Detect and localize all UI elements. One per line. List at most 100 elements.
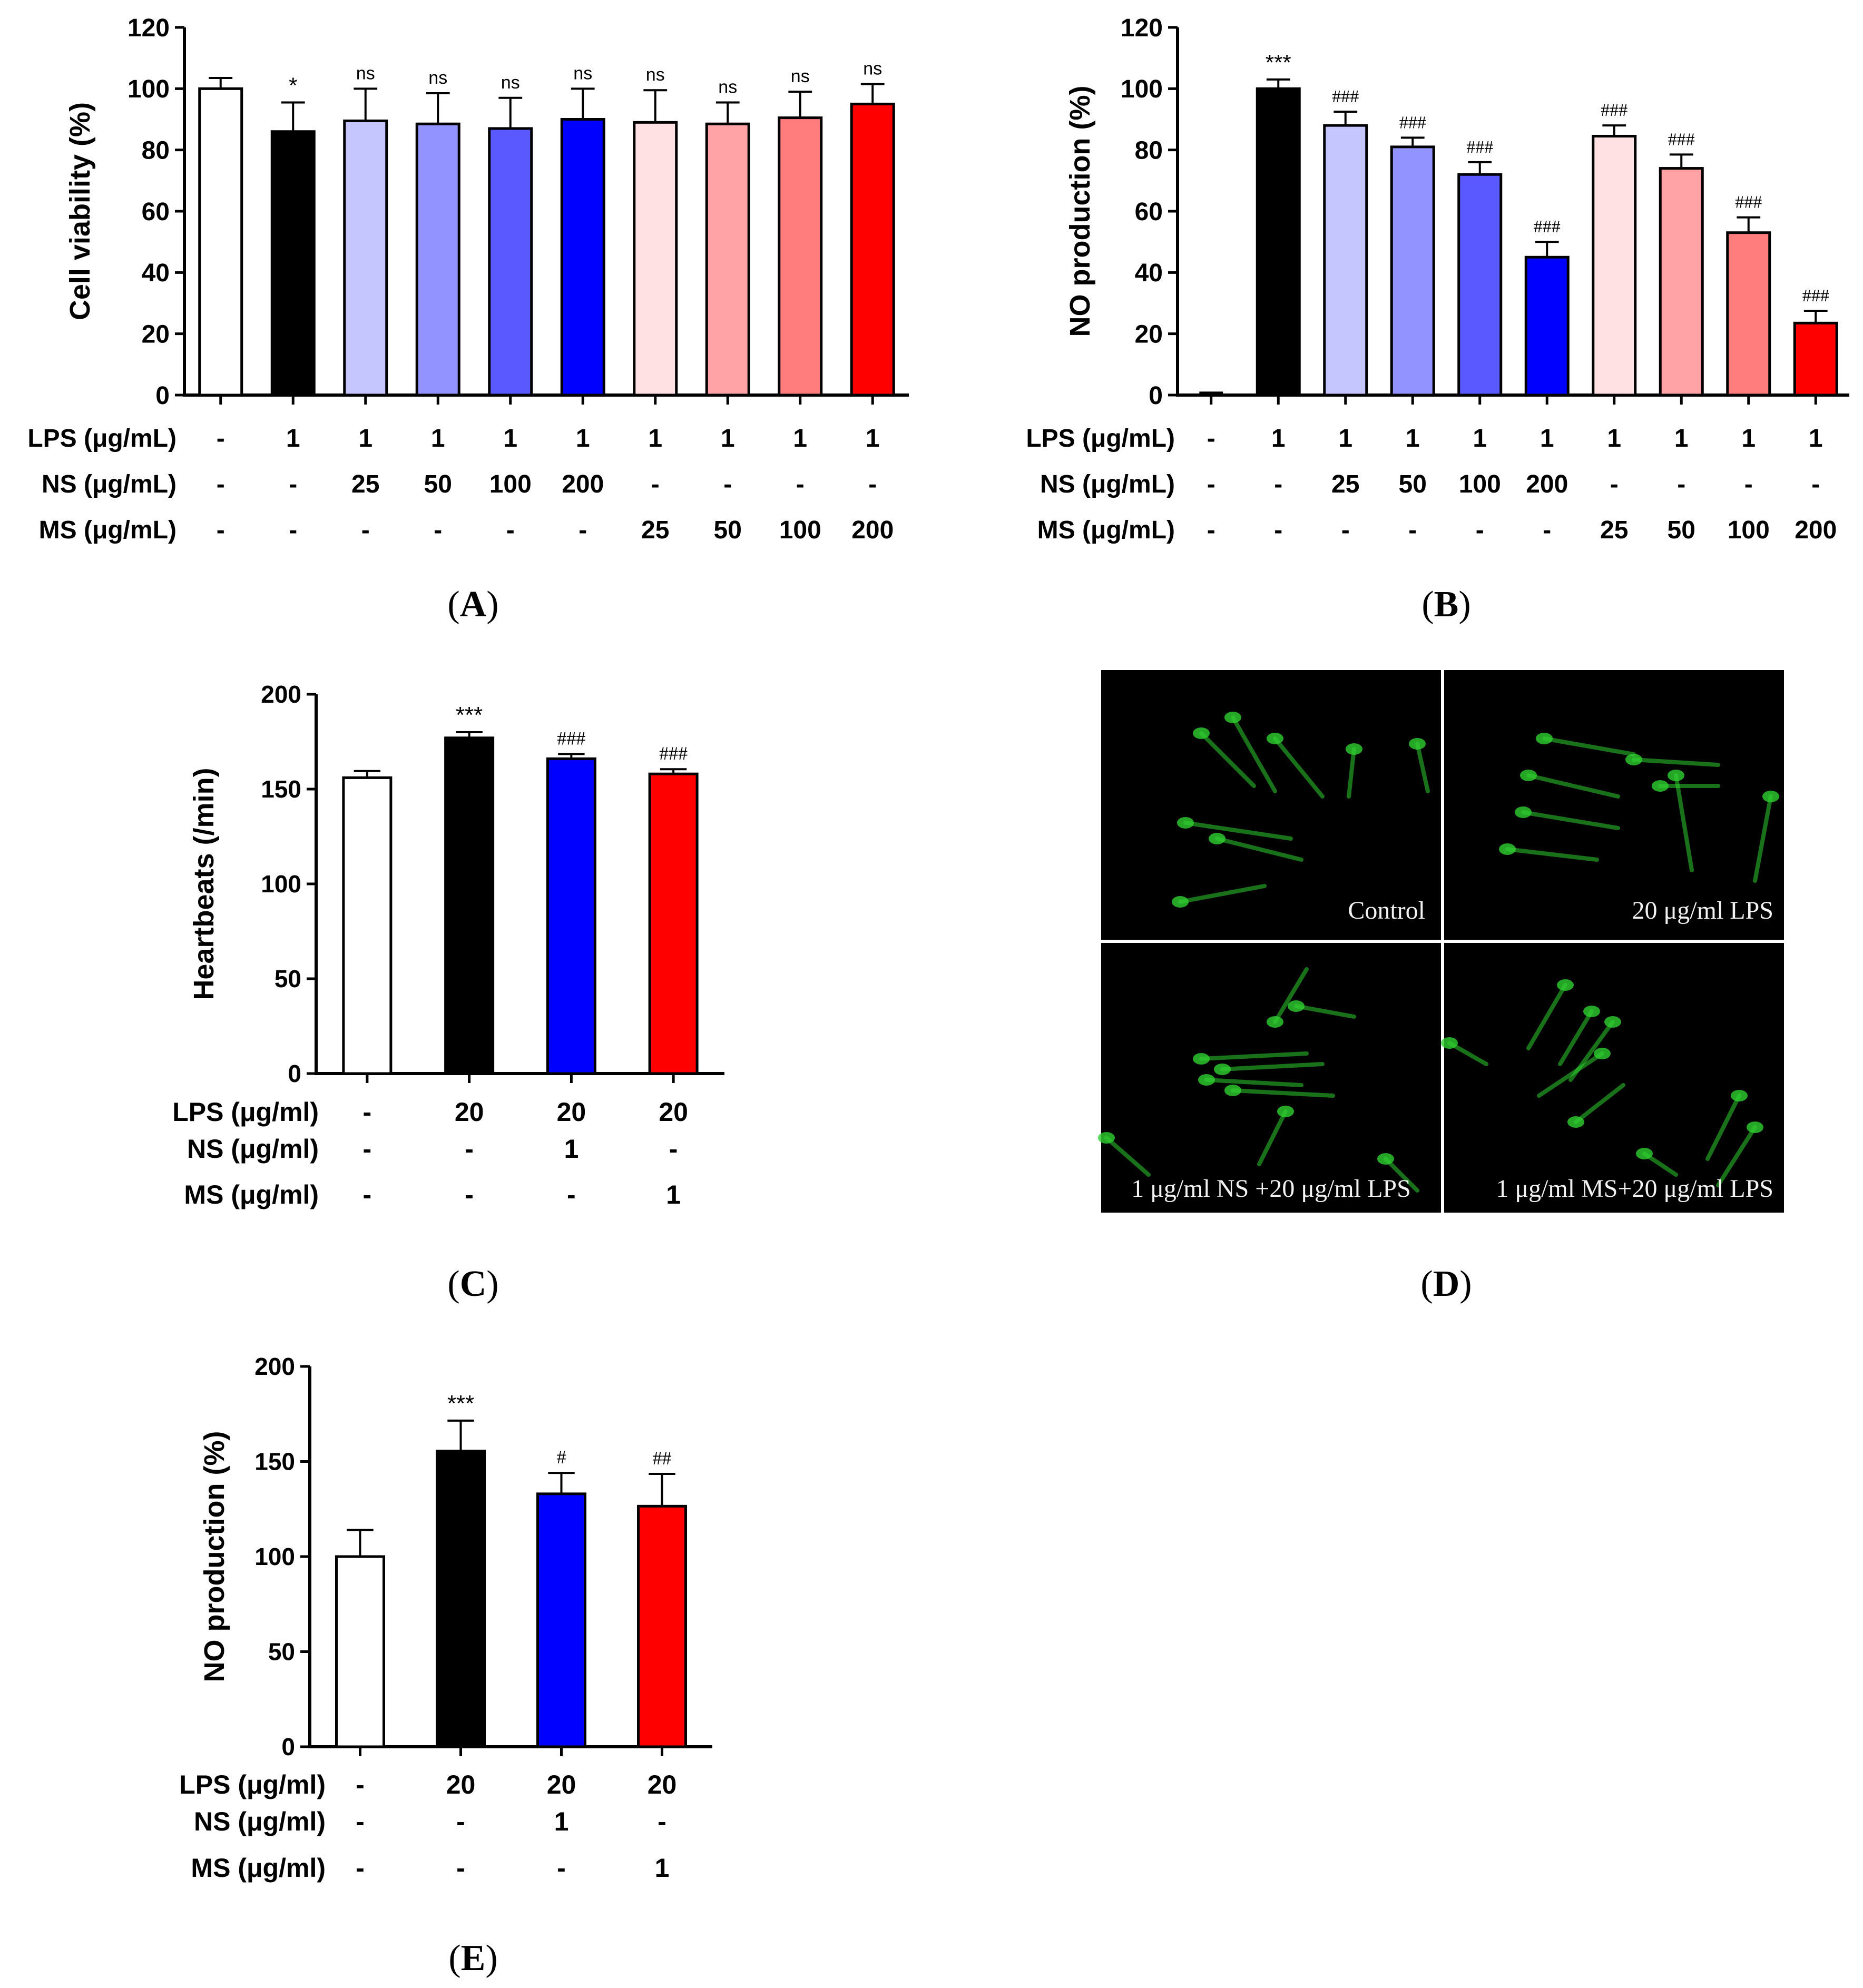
treatment-value: 1	[1607, 425, 1621, 452]
treatment-value: 1	[1338, 425, 1352, 452]
y-tick-label: 50	[274, 965, 301, 992]
larva-body	[1415, 742, 1430, 793]
treatment-value: -	[1207, 470, 1215, 498]
treatment-value: -	[1610, 470, 1619, 498]
zebrafish-larva	[1515, 806, 1620, 830]
fluorescence-image: Control	[1101, 670, 1441, 940]
larva-body	[1384, 1157, 1419, 1193]
bar	[270, 130, 316, 397]
significance-label: ns	[791, 66, 810, 86]
significance-label: *	[289, 73, 297, 98]
zebrafish-larva	[1098, 1132, 1151, 1177]
bar	[1524, 255, 1570, 397]
significance-label: ns	[573, 63, 592, 83]
zebrafish-larva	[1257, 1106, 1294, 1166]
treatment-value: 1	[721, 425, 735, 452]
larva-head	[1224, 1085, 1241, 1096]
bar	[1256, 87, 1301, 397]
y-tick-label: 100	[1121, 75, 1163, 103]
treatment-value: -	[1207, 516, 1215, 544]
zebrafish-larva	[1636, 1148, 1678, 1177]
larva-body	[1231, 1088, 1335, 1098]
bar	[342, 776, 393, 1075]
bar	[778, 116, 823, 397]
larva-body	[1705, 1094, 1741, 1161]
zebrafish-larva	[1567, 1083, 1625, 1128]
larva-head	[1198, 1074, 1215, 1086]
treatment-value: 20	[659, 1097, 688, 1127]
larva-body	[1231, 715, 1277, 793]
panel-label-part: D	[1433, 1264, 1460, 1304]
treatment-row-label: NS (μg/ml)	[187, 1134, 319, 1164]
panel-label: (B)	[1421, 584, 1470, 625]
treatment-value: 100	[489, 470, 532, 498]
treatment-value: -	[289, 470, 297, 498]
larva-head	[1277, 1106, 1294, 1117]
larva-body	[1753, 794, 1773, 883]
larva-body	[1505, 847, 1599, 862]
panel-label: (C)	[447, 1264, 498, 1304]
treatment-value: 100	[1459, 470, 1501, 498]
significance-label: ##	[653, 1448, 672, 1469]
treatment-row-label: MS (μg/ml)	[191, 1853, 326, 1883]
zebrafish-larva	[1198, 1074, 1303, 1087]
larva-head	[1604, 1016, 1621, 1028]
panel-label: (D)	[1420, 1264, 1472, 1304]
treatment-value: -	[217, 516, 225, 544]
zebrafish-larva	[1409, 738, 1430, 793]
treatment-value: 20	[547, 1770, 576, 1799]
larva-head	[1288, 1000, 1305, 1012]
larva-head	[1731, 1090, 1748, 1101]
larva-head	[1177, 817, 1194, 829]
larva-body	[1215, 836, 1303, 862]
larva-head	[1594, 1048, 1611, 1059]
treatment-value: -	[658, 1807, 666, 1836]
treatment-value: -	[651, 470, 660, 498]
treatment-value: -	[796, 470, 805, 498]
y-tick-label: 20	[142, 320, 170, 348]
significance-label: ns	[863, 59, 882, 79]
panel-label-part: E	[461, 1938, 486, 1979]
zebrafish-larva	[1177, 817, 1293, 841]
fluorescence-image: 1 μg/ml MS+20 μg/ml LPS	[1441, 943, 1784, 1213]
zebrafish-larva	[1441, 1037, 1488, 1066]
y-tick-label: 80	[142, 136, 170, 164]
larva-head	[1557, 979, 1574, 991]
larva-body	[1521, 810, 1620, 830]
zebrafish-larva	[1288, 1000, 1356, 1019]
zebrafish-larva	[1558, 1006, 1600, 1066]
treatment-value: -	[289, 516, 297, 544]
treatment-value: 25	[1600, 516, 1628, 544]
significance-label: ns	[718, 77, 737, 97]
treatment-row-label: LPS (μg/ml)	[179, 1770, 326, 1799]
image-background	[1101, 670, 1441, 940]
image-background	[1101, 943, 1441, 1213]
panel-label: (E)	[448, 1938, 497, 1979]
treatment-value: 1	[1271, 425, 1286, 452]
larva-body	[1632, 757, 1720, 767]
treatment-value: -	[1811, 470, 1820, 498]
bar	[488, 127, 533, 397]
treatment-value: -	[567, 1180, 576, 1209]
treatment-value: 1	[655, 1853, 670, 1883]
zebrafish-larva	[1625, 754, 1720, 767]
y-tick-label: 100	[128, 75, 170, 103]
panel-label-part: (	[447, 584, 459, 625]
bar	[1659, 167, 1704, 397]
y-axis-title: NO production (%)	[1064, 86, 1096, 337]
treatment-value: 100	[779, 516, 821, 544]
larva-head	[1762, 791, 1779, 802]
larva-body	[1178, 884, 1267, 904]
y-axis-title: Heartbeats (/min)	[188, 767, 220, 1000]
image-caption: 1 μg/ml MS+20 μg/ml LPS	[1496, 1175, 1773, 1203]
treatment-row-label: LPS (μg/ml)	[172, 1097, 319, 1127]
bar	[1592, 134, 1637, 397]
image-background	[1444, 943, 1784, 1213]
zebrafish-larva	[1705, 1090, 1748, 1161]
zebrafish-larva	[1526, 979, 1574, 1050]
panel-d: Control 20 μg/ml LPS 1 μg/ml NS +20 μg/ml …	[1098, 669, 1785, 1304]
treatment-value: -	[217, 470, 225, 498]
larva-body	[1183, 821, 1293, 841]
treatment-value: -	[1408, 516, 1417, 544]
